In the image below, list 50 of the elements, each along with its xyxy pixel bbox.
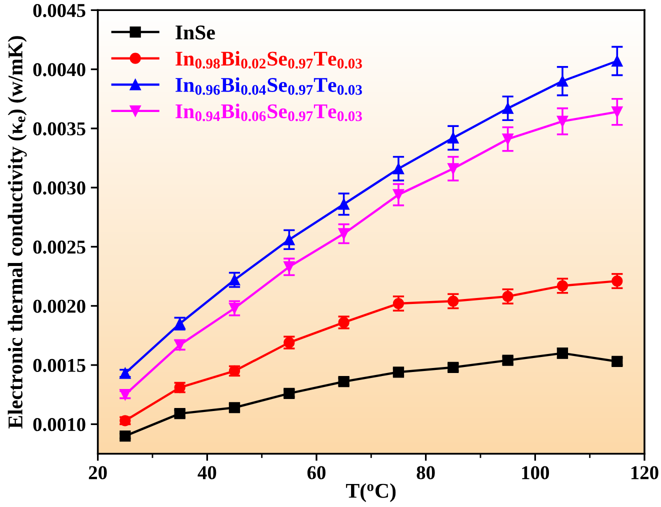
- point: [502, 102, 514, 114]
- point: [448, 132, 459, 144]
- legend-label: In$_{0.96}$Bi$_{0.04}$Se$_{0.97}$Te$_{0.03}$: [176, 77, 362, 95]
- y-tick-label: 0.0015: [33, 358, 86, 372]
- legend-label: In$_{0.94}$Bi$_{0.06}$Se$_{0.97}$Te$_{0.03}$: [176, 104, 362, 122]
- point: [284, 234, 295, 246]
- point: [338, 376, 350, 388]
- y-tick-label: 0.0020: [33, 300, 86, 313]
- point: [392, 366, 404, 378]
- point: [228, 402, 240, 414]
- legend-label: InSe: [176, 26, 215, 40]
- legend-label: In$_{0.98}$Bi$_{0.02}$Se$_{0.97}$Te$_{0.03}$: [176, 51, 362, 69]
- y-tick-label: 0.0030: [33, 181, 86, 195]
- point: [120, 430, 131, 442]
- point: [448, 362, 459, 373]
- x-tick-label: 120: [631, 466, 658, 480]
- point: [612, 106, 623, 118]
- y-axis-title: Electronic thermal conductivity (κ$_{e}$) (w/mK): [8, 36, 27, 428]
- point: [338, 228, 350, 240]
- point: [448, 296, 459, 307]
- point: [284, 261, 295, 272]
- point: [392, 298, 404, 310]
- point: [612, 55, 623, 67]
- x-axis-title: T($^{o}$C): [346, 483, 396, 502]
- point: [612, 275, 623, 287]
- x-tick-label: 60: [307, 466, 326, 480]
- point: [338, 198, 350, 210]
- point: [556, 116, 568, 127]
- point: [502, 134, 514, 145]
- y-tick-label: 0.0010: [33, 418, 86, 432]
- point: [228, 302, 240, 314]
- point: [556, 280, 568, 292]
- x-tick-label: 40: [198, 466, 216, 480]
- y-tick-label: 0.0045: [33, 4, 86, 18]
- point: [174, 408, 186, 420]
- point: [502, 354, 514, 366]
- x-tick-label: 100: [522, 466, 549, 480]
- x-tick-label: 80: [416, 466, 435, 480]
- x-tick-label: 20: [88, 466, 107, 480]
- point: [392, 189, 404, 200]
- y-tick-label: 0.0040: [33, 63, 86, 76]
- point: [556, 76, 568, 87]
- point: [502, 290, 514, 302]
- point: [612, 356, 623, 368]
- point: [228, 274, 240, 286]
- point: [284, 388, 295, 399]
- point: [392, 163, 404, 174]
- y-tick-label: 0.0025: [33, 240, 86, 254]
- y-tick-label: 0.0035: [33, 122, 86, 136]
- point: [448, 163, 459, 174]
